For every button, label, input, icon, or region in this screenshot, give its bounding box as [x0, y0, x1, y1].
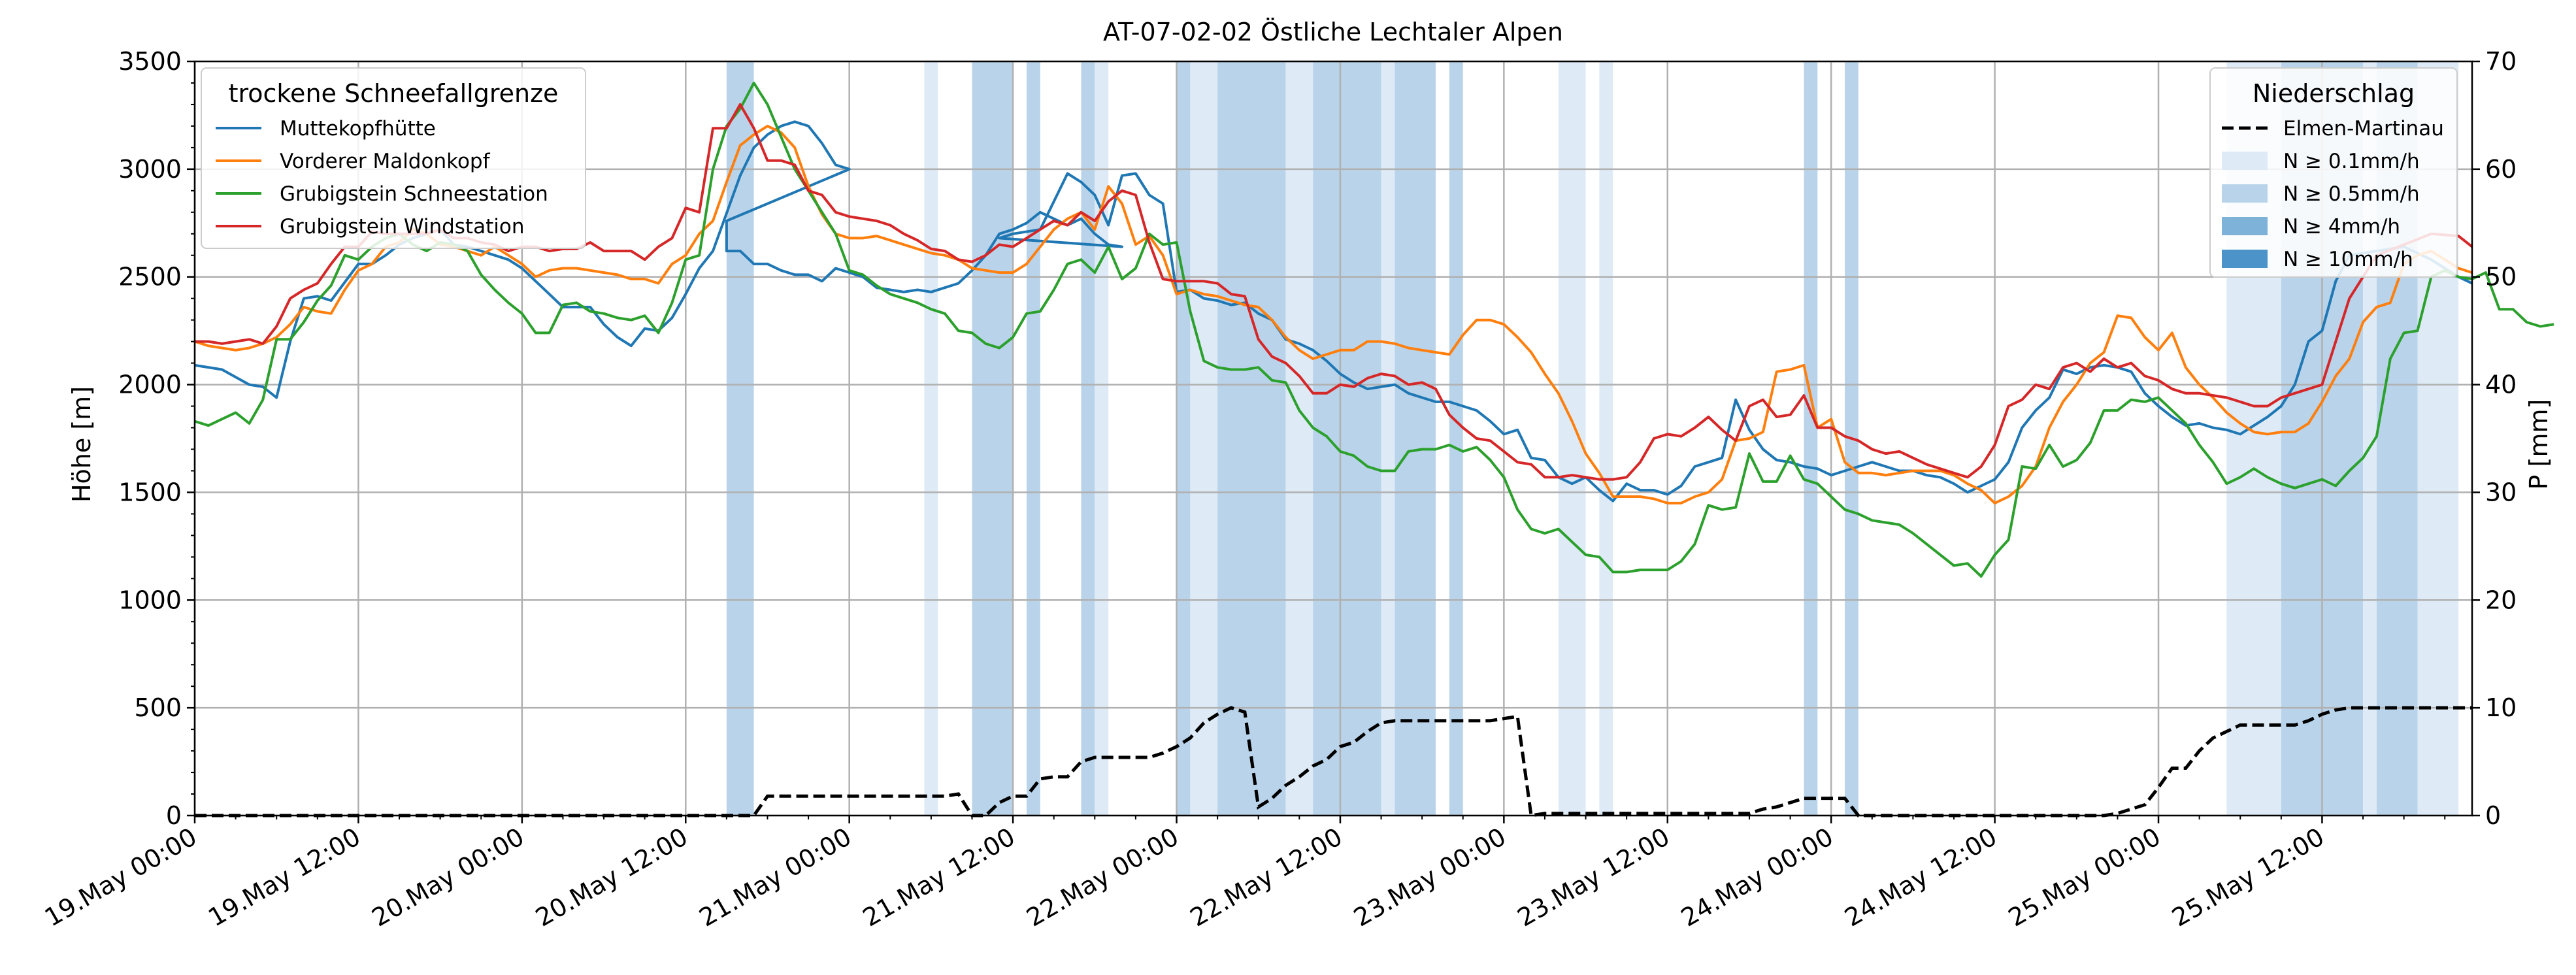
- legend-level-swatch-0: [2222, 152, 2268, 170]
- precip-band-11: [1381, 61, 1395, 816]
- x-tick-label-1: 19.May 12:00: [203, 822, 365, 932]
- y-tick-label-3: 1500: [118, 478, 182, 506]
- series-line-2: [194, 124, 2473, 504]
- precip-band-9: [1285, 61, 1313, 816]
- x-tick-label-3: 20.May 12:00: [531, 822, 693, 932]
- y-right-tick-label-3: 30: [2485, 478, 2517, 506]
- legend-label-2: Vorderer Maldonkopf: [280, 150, 491, 173]
- precip-band-0: [726, 61, 754, 816]
- precip-band-8: [1217, 61, 1286, 816]
- legend-level-swatch-1: [2222, 184, 2268, 203]
- legend-snowline-box: [201, 67, 586, 249]
- legend-level-label-1: N ≥ 0.5mm/h: [2283, 182, 2420, 206]
- x-tick-label-4: 21.May 00:00: [694, 822, 856, 932]
- chart-title: AT-07-02-02 Östliche Lechtaler Alpen: [1103, 18, 1563, 46]
- x-tick-label-9: 23.May 12:00: [1513, 822, 1675, 932]
- y-axis-label: Höhe [m]: [67, 386, 96, 503]
- precip-line: [195, 706, 2472, 818]
- legend-label-1: Muttekopfhütte: [280, 117, 436, 140]
- y-right-tick-label-4: 40: [2485, 371, 2517, 399]
- legend-precip-label: Elmen-Martinau: [2283, 117, 2444, 140]
- precip-band-12: [1395, 61, 1436, 816]
- precip-band-1: [924, 61, 938, 816]
- y-right-tick-label-2: 20: [2485, 586, 2517, 614]
- y-tick-label-5: 2500: [118, 263, 182, 291]
- precip-band-2: [972, 61, 1014, 816]
- x-tick-label-2: 20.May 00:00: [367, 822, 529, 932]
- precip-band-13: [1449, 61, 1463, 816]
- legend-snowline-title: trockene Schneefallgrenze: [229, 79, 559, 108]
- legend-level-label-2: N ≥ 4mm/h: [2283, 215, 2400, 239]
- y-tick-label-1: 500: [134, 693, 182, 722]
- precip-band-3: [1026, 61, 1040, 816]
- legend-label-4: Grubigstein Windstation: [280, 215, 524, 239]
- plot-frame: [193, 60, 2473, 817]
- precip-band-7: [1190, 61, 1218, 816]
- legend-level-label-0: N ≥ 0.1mm/h: [2283, 150, 2420, 173]
- legend-precip-box: [2209, 67, 2458, 278]
- y-right-tick-label-7: 70: [2485, 47, 2517, 76]
- precip-band-4: [1081, 61, 1095, 816]
- x-tick-label-7: 22.May 12:00: [1185, 822, 1347, 932]
- y-right-tick-label-5: 50: [2485, 263, 2517, 291]
- y-right-tick-label-1: 10: [2485, 693, 2517, 722]
- precip-band-10: [1313, 61, 1381, 816]
- legend-label-3: Grubigstein Schneestation: [280, 182, 548, 206]
- x-tick-label-11: 24.May 12:00: [1840, 822, 2002, 932]
- legend-precip-title: Niederschlag: [2253, 79, 2415, 108]
- y-right-tick-label-6: 60: [2485, 155, 2517, 184]
- y-tick-label-0: 0: [166, 801, 182, 830]
- y-tick-label-7: 3500: [118, 47, 182, 76]
- legend-precip: Niederschlag Elmen-Martinau N ≥ 0.1mm/h N …: [2209, 67, 2458, 278]
- y-right-tick-label-0: 0: [2485, 801, 2501, 830]
- precip-bands: [726, 61, 2459, 816]
- legend-level-label-3: N ≥ 10mm/h: [2283, 248, 2413, 271]
- precip-line-group: [195, 706, 2472, 818]
- x-tick-label-13: 25.May 12:00: [2167, 822, 2329, 932]
- y-tick-label-2: 1000: [118, 586, 182, 614]
- precip-band-14: [1558, 61, 1586, 816]
- x-tick-label-8: 23.May 00:00: [1349, 822, 1511, 932]
- y-tick-label-4: 2000: [118, 371, 182, 399]
- x-tick-label-5: 21.May 12:00: [858, 822, 1020, 932]
- precip-band-16: [1804, 61, 1818, 816]
- precip-band-5: [1095, 61, 1109, 816]
- y-axis-right-label: P [mm]: [2524, 399, 2553, 490]
- x-tick-label-12: 25.May 00:00: [2004, 822, 2166, 932]
- x-tick-label-6: 22.May 00:00: [1021, 822, 1183, 932]
- series-line-3: [194, 82, 2554, 578]
- x-tick-label-10: 24.May 00:00: [1676, 822, 1838, 932]
- x-tick-label-0: 19.May 00:00: [40, 822, 202, 932]
- legend-level-swatch-2: [2222, 217, 2268, 235]
- precip-band-6: [1176, 61, 1191, 816]
- legend-snowline: trockene Schneefallgrenze Muttekopfhütte…: [201, 67, 586, 249]
- precip-band-15: [1599, 61, 1613, 816]
- y-tick-label-6: 3000: [118, 155, 182, 184]
- legend-level-swatch-3: [2222, 250, 2268, 268]
- series-line-1: [194, 120, 2473, 503]
